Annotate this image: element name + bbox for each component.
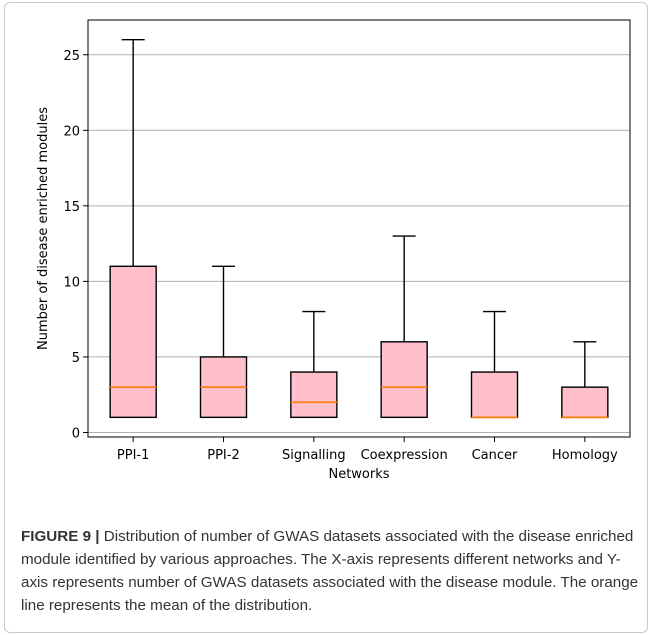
x-tick-label: PPI-1	[117, 448, 149, 463]
y-tick-label: 10	[63, 275, 80, 290]
box-cancer	[470, 310, 519, 419]
plot-area-border	[87, 19, 631, 438]
box-ppi-1	[109, 38, 157, 419]
x-tick-label: PPI-2	[207, 448, 239, 463]
box-series	[109, 38, 609, 419]
x-tick-label: Coexpression	[361, 448, 448, 463]
box-body	[109, 265, 157, 419]
y-axis-title: Number of disease enriched modules	[36, 107, 51, 350]
y-tick-label: 20	[63, 124, 80, 139]
caption-label: FIGURE 9 |	[21, 528, 100, 545]
caption-text: Distribution of number of GWAS datasets …	[21, 528, 639, 614]
y-tick-label: 15	[63, 200, 80, 215]
y-tick-label: 0	[72, 426, 80, 441]
x-tick-label: Signalling	[282, 448, 346, 463]
box-body	[380, 341, 428, 419]
box-body	[561, 386, 609, 419]
box-body	[290, 371, 338, 419]
figure-caption: FIGURE 9 | Distribution of number of GWA…	[21, 525, 641, 617]
box-homology	[561, 341, 609, 419]
x-tick-label: Cancer	[472, 448, 518, 463]
y-tick-label: 25	[63, 49, 80, 64]
box-coexpression	[380, 235, 428, 419]
x-axis-title: Networks	[328, 467, 389, 482]
box-signalling	[290, 310, 338, 419]
box-plot-chart: 0 5 10 15 20 25 PPI-1 PPI-2 Signalling Coexpressi…	[36, 19, 631, 482]
grid-lines	[88, 54, 630, 433]
axis-ticks: 0 5 10 15 20 25 PPI-1 PPI-2 Signalling Coexpressi…	[63, 49, 618, 463]
box-ppi-2	[199, 265, 248, 419]
x-tick-label: Homology	[552, 448, 618, 463]
y-tick-label: 5	[72, 351, 80, 366]
box-body	[470, 371, 519, 419]
